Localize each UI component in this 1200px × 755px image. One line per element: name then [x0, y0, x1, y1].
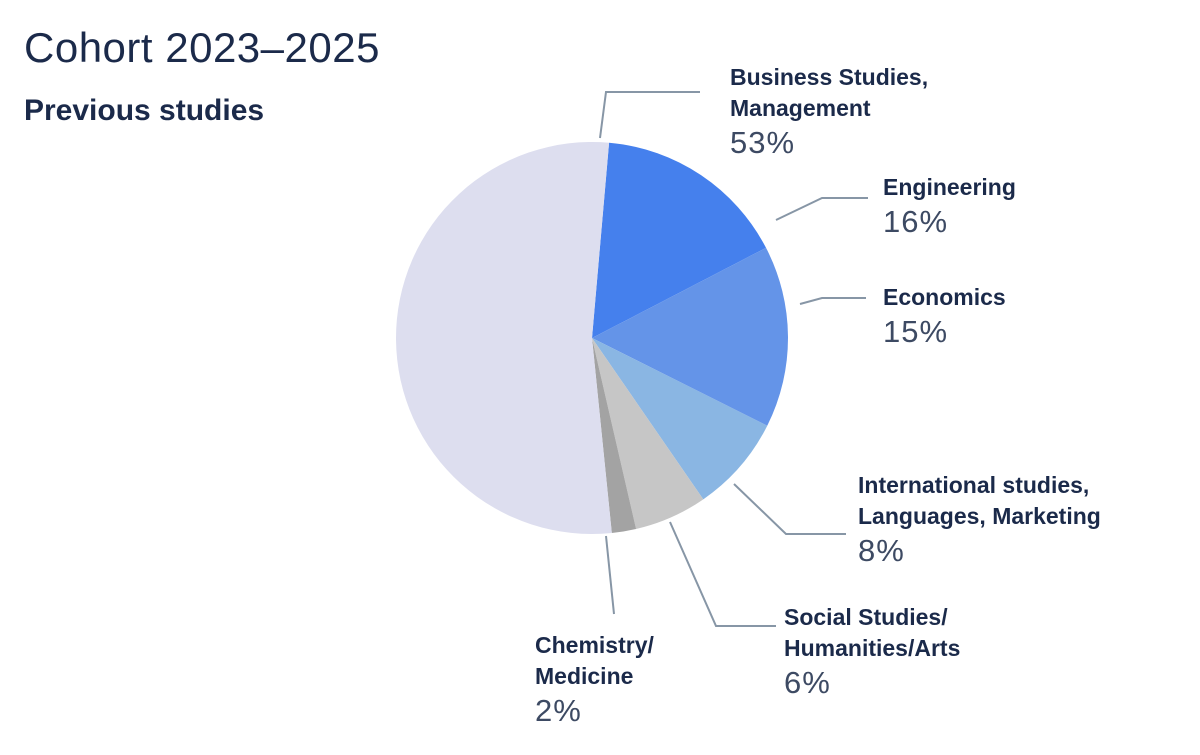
- label-business: Business Studies, Management 53%: [730, 62, 928, 162]
- label-chemistry: Chemistry/ Medicine 2%: [535, 630, 654, 730]
- slice-value-business: 53%: [730, 125, 796, 160]
- slice-value-economics: 15%: [883, 314, 949, 349]
- slice-value-engineering: 16%: [883, 204, 949, 239]
- slice-name-international: International studies, Languages, Market…: [858, 472, 1101, 529]
- leader-line-chemistry: [605, 535, 615, 615]
- label-international: International studies, Languages, Market…: [858, 470, 1101, 570]
- slice-name-chemistry: Chemistry/ Medicine: [535, 632, 654, 689]
- slice-name-economics: Economics: [883, 284, 1006, 310]
- leader-line-international: [733, 483, 846, 535]
- label-engineering: Engineering 16%: [883, 172, 1016, 241]
- leader-line-business: [599, 91, 700, 139]
- slice-value-chemistry: 2%: [535, 693, 582, 728]
- leader-line-engineering: [775, 197, 868, 221]
- pie-slice-engineering: [592, 142, 767, 338]
- pie-slice-economics: [592, 247, 788, 426]
- pie-slice-chemistry: [592, 338, 637, 533]
- leader-line-social: [669, 521, 776, 627]
- label-social: Social Studies/ Humanities/Arts 6%: [784, 602, 960, 702]
- label-economics: Economics 15%: [883, 282, 1006, 351]
- chart-title: Cohort 2023–2025: [24, 24, 380, 71]
- chart-subtitle: Previous studies: [24, 94, 265, 127]
- pie-slice-international: [592, 338, 768, 500]
- leader-line-economics: [799, 297, 866, 305]
- slice-value-social: 6%: [784, 665, 831, 700]
- pie-slice-business: [395, 142, 612, 535]
- slice-name-social: Social Studies/ Humanities/Arts: [784, 604, 961, 661]
- pie-slice-social: [592, 338, 704, 529]
- slice-value-international: 8%: [858, 533, 905, 568]
- slice-name-engineering: Engineering: [883, 174, 1016, 200]
- slice-name-business: Business Studies, Management: [730, 64, 929, 121]
